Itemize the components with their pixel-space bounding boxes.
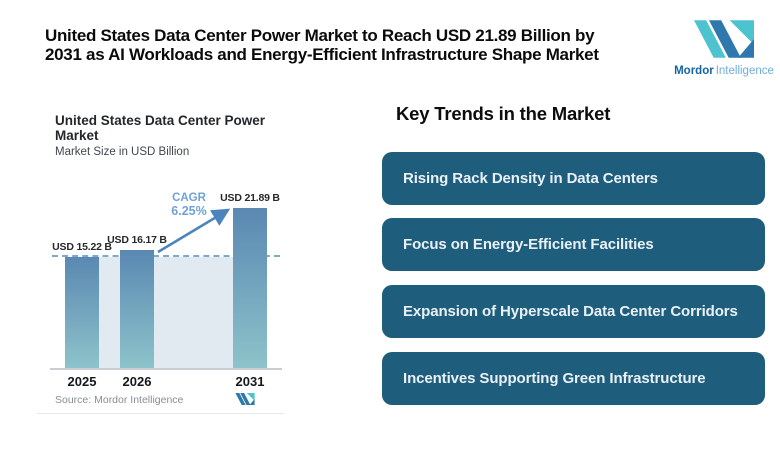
cagr-arrow-icon xyxy=(157,208,231,254)
reference-dashed-line xyxy=(52,255,280,257)
bar-value-label: USD 21.89 B xyxy=(220,192,280,204)
trend-card: Focus on Energy-Efficient Facilities xyxy=(382,218,765,271)
trend-card: Incentives Supporting Green Infrastructu… xyxy=(382,352,765,405)
x-axis-label: 2031 xyxy=(235,374,265,389)
chart-card-divider xyxy=(37,413,285,414)
bar-value-label: USD 16.17 B xyxy=(107,234,167,246)
brand-logo: Mordor Intelligence xyxy=(672,20,776,77)
bar-chart-plot: CAGR 6.25% USD 15.22 B 2025 USD 16.17 B 202… xyxy=(35,95,365,420)
x-axis-label: 2025 xyxy=(67,374,97,389)
brand-name-light: Intelligence xyxy=(715,65,774,77)
headline-line-1: United States Data Center Power Market t… xyxy=(45,26,595,45)
trend-card-label: Expansion of Hyperscale Data Center Corr… xyxy=(403,303,738,320)
cagr-label-text: CAGR xyxy=(172,192,206,204)
source-text: Source: Mordor Intelligence xyxy=(55,394,184,406)
cagr-label: CAGR 6.25% xyxy=(149,192,229,218)
source-mordor-mark-icon xyxy=(235,393,255,405)
trends-heading: Key Trends in the Market xyxy=(396,103,611,124)
chart-title: United States Data Center Power Market xyxy=(55,113,266,143)
chart-card: United States Data Center Power Market M… xyxy=(35,95,365,420)
bar-value-label: USD 15.22 B xyxy=(52,241,112,253)
bar-2026 xyxy=(120,250,154,368)
trend-card-label: Incentives Supporting Green Infrastructu… xyxy=(403,370,706,387)
chart-subtitle: Market Size in USD Billion xyxy=(55,146,190,158)
chart-footer: Source: Mordor Intelligence xyxy=(55,392,345,408)
x-axis-line xyxy=(50,368,282,370)
headline: United States Data Center Power Market t… xyxy=(45,26,673,64)
cagr-value: 6.25% xyxy=(171,204,207,218)
mordor-mark-icon xyxy=(694,20,754,58)
brand-name-bold: Mordor xyxy=(674,65,714,77)
trend-card-label: Rising Rack Density in Data Centers xyxy=(403,170,658,187)
bar-2025 xyxy=(65,257,99,368)
bar-2031 xyxy=(233,208,267,368)
headline-line-2: 2031 as AI Workloads and Energy-Efficien… xyxy=(45,45,599,64)
x-axis-label: 2026 xyxy=(122,374,152,389)
trend-card: Rising Rack Density in Data Centers xyxy=(382,152,765,205)
trend-card-label: Focus on Energy-Efficient Facilities xyxy=(403,236,654,253)
trend-card: Expansion of Hyperscale Data Center Corr… xyxy=(382,285,765,338)
brand-wordmark: Mordor Intelligence xyxy=(672,65,776,77)
